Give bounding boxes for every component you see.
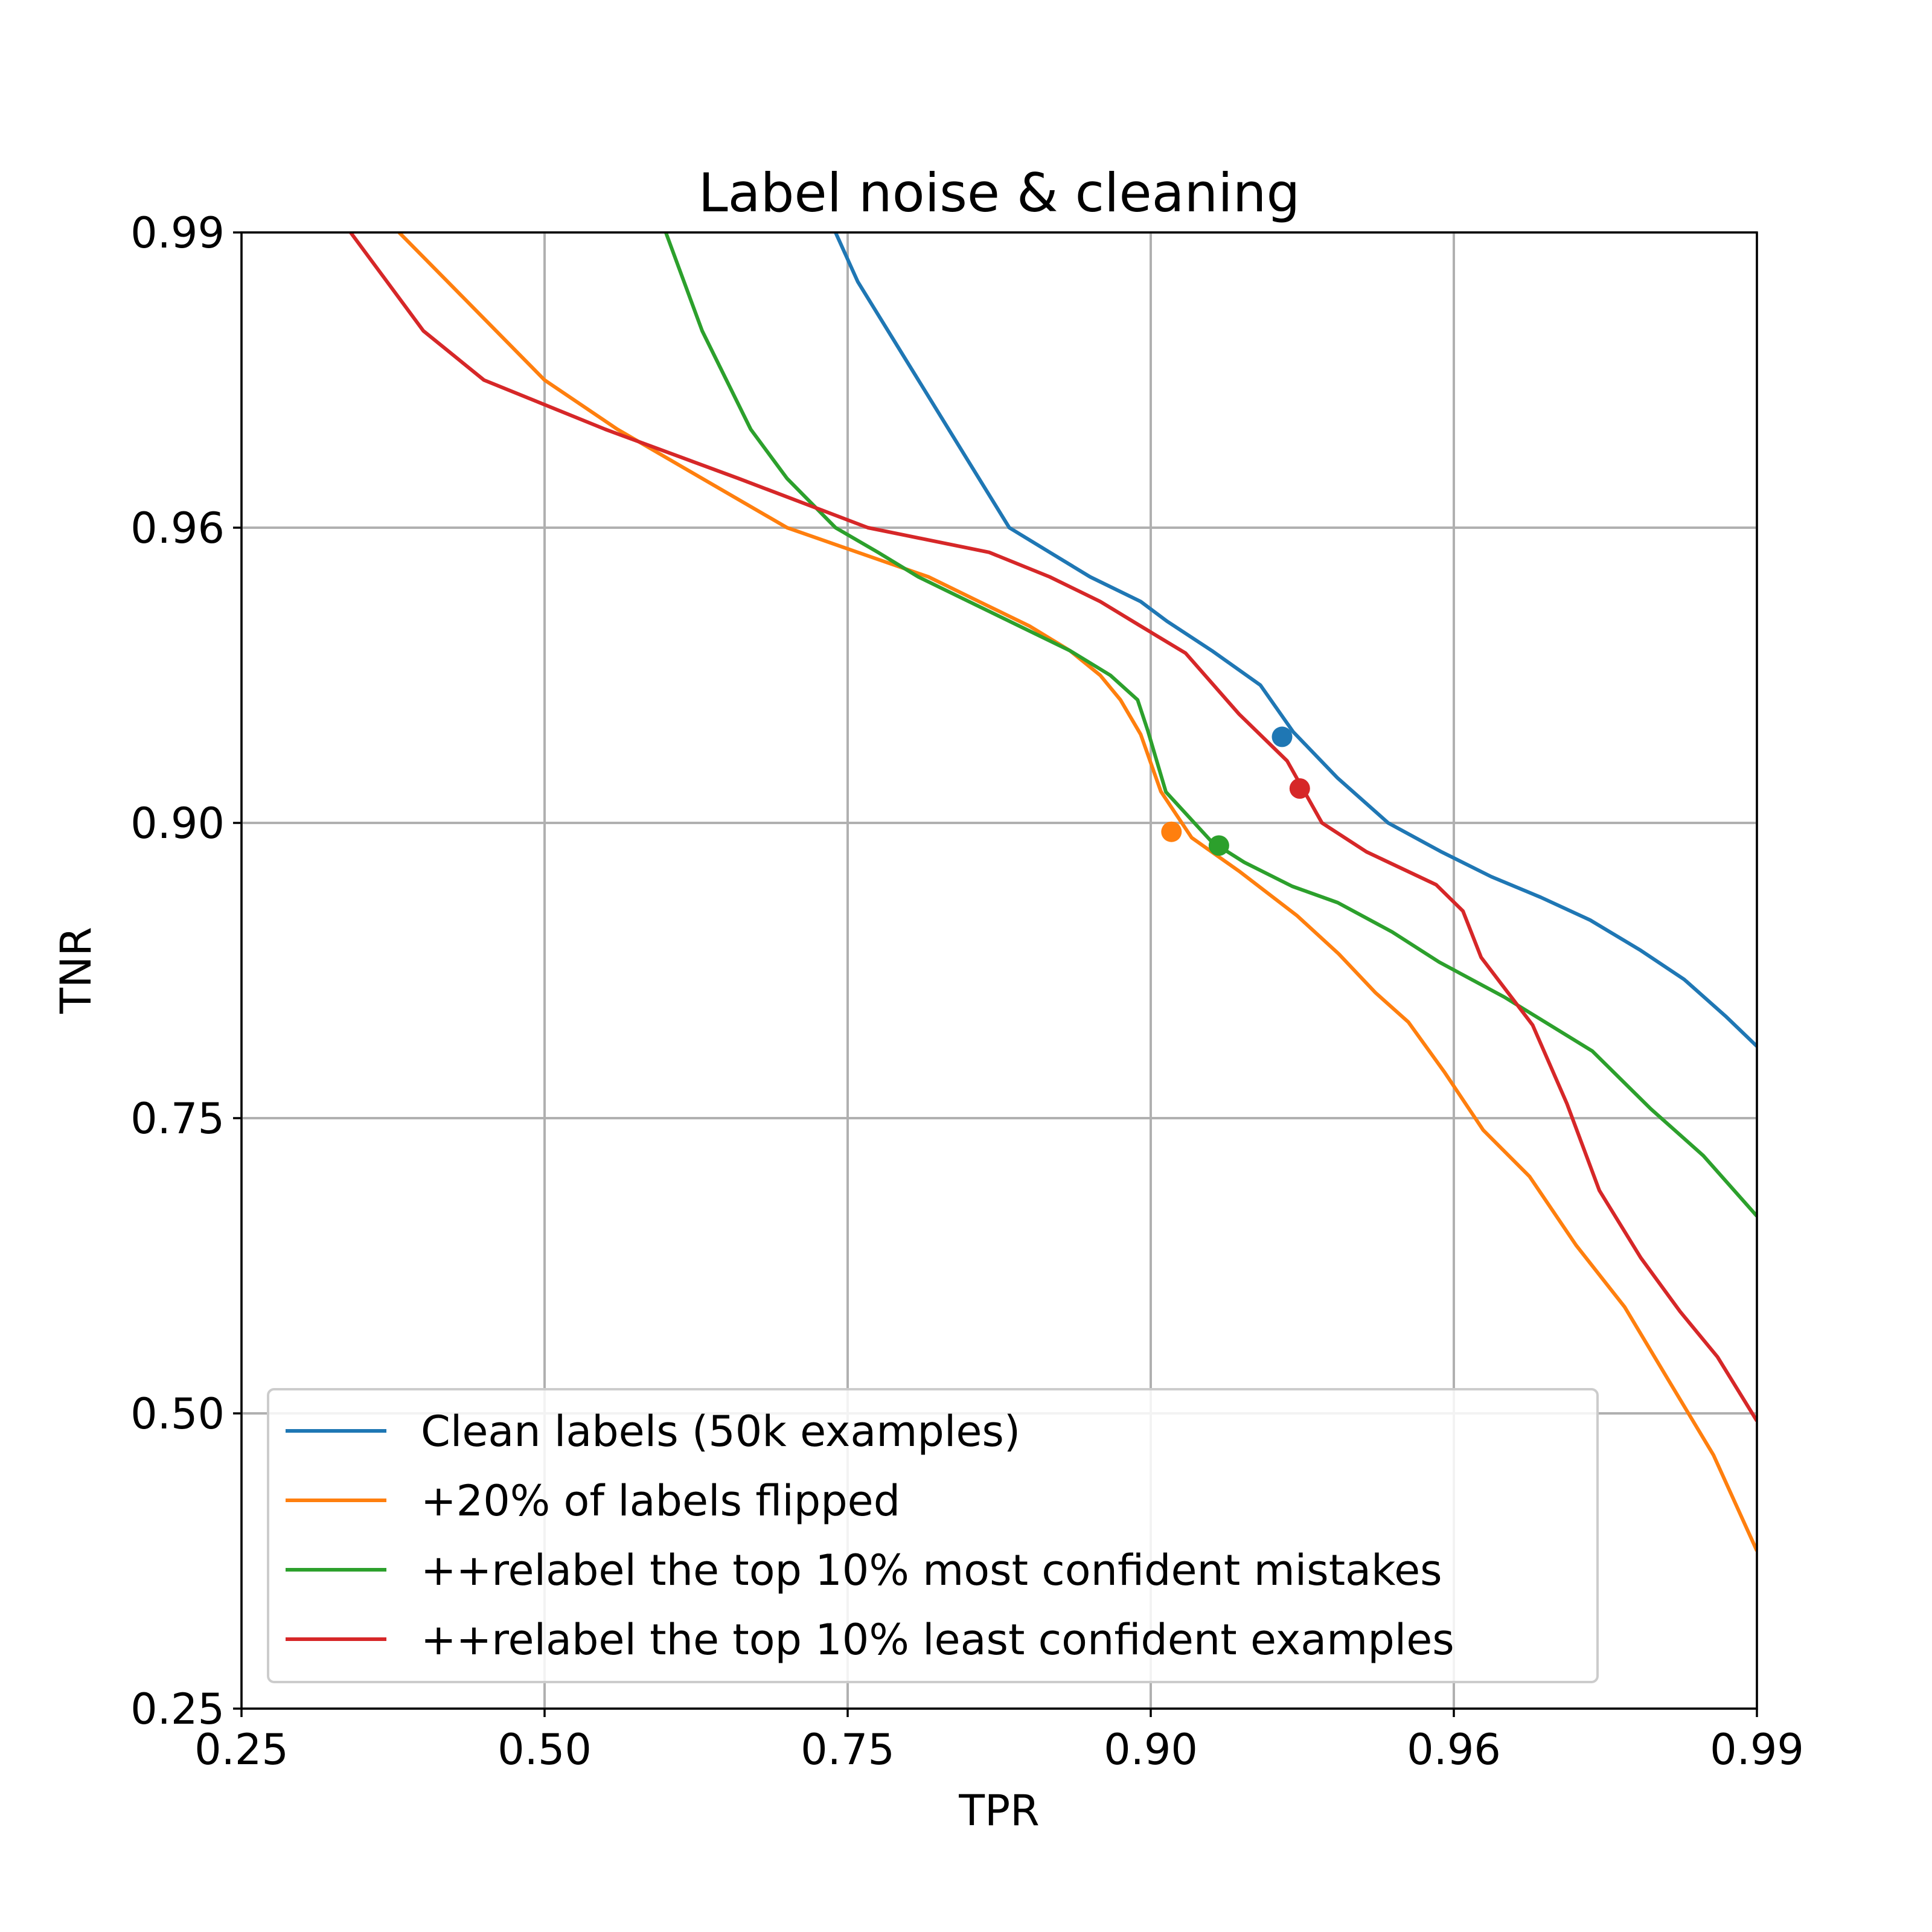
legend-label-3: ++relabel the top 10% most confident mis… <box>421 1546 1442 1595</box>
operating-point-marker-1 <box>1271 726 1293 747</box>
x-tick-label: 0.90 <box>1104 1725 1198 1774</box>
y-tick-label: 0.75 <box>130 1094 225 1144</box>
x-tick-label: 0.50 <box>497 1725 592 1774</box>
y-tick-label: 0.90 <box>130 799 225 848</box>
series-layer <box>349 232 1757 1552</box>
y-tick-label: 0.25 <box>130 1684 225 1734</box>
x-tick-label: 0.25 <box>194 1725 289 1774</box>
series-line-4 <box>349 232 1757 1422</box>
y-tick-label: 0.50 <box>130 1389 225 1439</box>
series-lines <box>349 232 1757 1552</box>
ticks: 0.25 0.50 0.75 0.90 0.96 0.99 0.25 0.50 0.75 0.90… <box>130 208 1804 1774</box>
chart-title: Label noise & cleaning <box>699 162 1300 224</box>
operating-point-marker-3 <box>1208 835 1229 856</box>
x-tick-label: 0.99 <box>1710 1725 1804 1774</box>
y-tick-label: 0.99 <box>130 208 225 258</box>
legend-label-1: Clean labels (50k examples) <box>421 1407 1020 1456</box>
legend: Clean labels (50k examples) +20% of label… <box>267 1388 1599 1683</box>
x-axis-label: TPR <box>958 1786 1040 1835</box>
x-tick-label: 0.96 <box>1407 1725 1501 1774</box>
legend-label-4: ++relabel the top 10% least confident ex… <box>421 1615 1454 1665</box>
y-tick-label: 0.96 <box>130 504 225 553</box>
legend-box <box>267 1388 1599 1683</box>
series-line-3 <box>664 232 1757 1218</box>
operating-point-marker-2 <box>1161 821 1182 842</box>
series-line-1 <box>834 232 1757 1048</box>
legend-label-2: +20% of labels flipped <box>421 1476 900 1526</box>
y-axis-label: TNR <box>51 927 101 1014</box>
series-line-2 <box>397 232 1757 1552</box>
x-tick-label: 0.75 <box>801 1725 895 1774</box>
operating-point-marker-4 <box>1289 778 1310 799</box>
plot-frame <box>240 231 1758 1710</box>
